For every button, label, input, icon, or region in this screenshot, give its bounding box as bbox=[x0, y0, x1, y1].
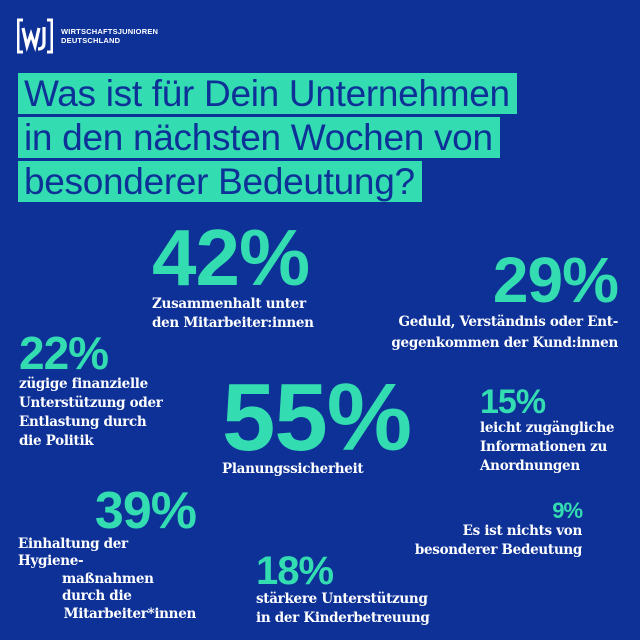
stat-hygiene: 39% Einhaltung der Hygiene- maßnahmen du… bbox=[18, 482, 197, 623]
stat-label-line: Unterstützung oder bbox=[19, 395, 163, 412]
stat-planung: 55% Planungssicherheit bbox=[222, 364, 412, 478]
stat-label-line: Mitarbeiter*innen bbox=[63, 605, 197, 622]
stat-label-line: Informationen zu bbox=[480, 438, 608, 455]
stat-label-line: Anordnungen bbox=[480, 457, 580, 474]
stat-kinder: 18% stärkere Unterstützung in der Kinder… bbox=[256, 549, 430, 627]
stat-value: 9% bbox=[552, 498, 583, 523]
page-title: Was ist für Dein Unternehmen in den näch… bbox=[18, 73, 618, 205]
stat-label-line: den Mitarbeiter:innen bbox=[152, 315, 314, 331]
stat-zusammenhalt: 42% Zusammenhalt unter den Mitarbeiter:i… bbox=[152, 213, 314, 332]
stat-label-line: Einhaltung der Hygiene- bbox=[18, 535, 128, 569]
stat-value: 15% bbox=[480, 383, 546, 421]
stat-nichts: 9% Es ist nichts von besonderer Bedeutun… bbox=[414, 498, 583, 559]
title-line-3: besonderer Bedeutung? bbox=[18, 161, 422, 202]
stat-label-line: in der Kinderbetreuung bbox=[256, 610, 430, 626]
logo-line-2: DEUTSCHLAND bbox=[61, 36, 121, 45]
stat-label-line: besonderer Bedeutung bbox=[414, 541, 582, 558]
stat-label-line: Planungssicherheit bbox=[222, 461, 364, 478]
stat-value: 42% bbox=[152, 213, 310, 302]
logo: WIRTSCHAFTSJUNIOREN DEUTSCHLAND bbox=[17, 18, 158, 54]
stat-informationen: 15% leicht zugängliche Informationen zu … bbox=[480, 383, 615, 475]
stat-value: 39% bbox=[94, 482, 197, 540]
stat-label-line: Es ist nichts von bbox=[462, 522, 583, 539]
stat-label-line: stärkere Unterstützung bbox=[256, 591, 428, 607]
stat-label-line: Geduld, Verständnis oder Ent- bbox=[398, 313, 619, 330]
wj-logo-icon bbox=[17, 18, 53, 54]
stat-label-line: Entlastung durch bbox=[19, 414, 147, 431]
logo-line-1: WIRTSCHAFTSJUNIOREN bbox=[61, 27, 159, 36]
stat-label-line: leicht zugängliche bbox=[480, 419, 615, 436]
stat-geduld: 29% Geduld, Verständnis oder Ent- gegenk… bbox=[391, 244, 619, 352]
title-line-1: Was ist für Dein Unternehmen bbox=[18, 73, 517, 114]
stat-politik: 22% zügige finanzielle Unterstützung ode… bbox=[19, 327, 163, 450]
stat-value: 22% bbox=[19, 327, 109, 379]
stat-label-line: gegenkommen der Kund:innen bbox=[391, 334, 618, 351]
stat-label-line: zügige finanzielle bbox=[19, 376, 148, 393]
stat-label-line: maßnahmen durch die bbox=[62, 570, 154, 604]
logo-text: WIRTSCHAFTSJUNIOREN DEUTSCHLAND bbox=[61, 27, 158, 45]
stat-label-line: die Politik bbox=[19, 433, 94, 450]
stat-label-line: Zusammenhalt unter bbox=[152, 296, 306, 312]
stat-value: 55% bbox=[222, 364, 412, 471]
stat-value: 18% bbox=[256, 549, 334, 593]
title-line-2: in den nächsten Wochen von bbox=[18, 117, 500, 158]
stat-value: 29% bbox=[492, 244, 619, 316]
